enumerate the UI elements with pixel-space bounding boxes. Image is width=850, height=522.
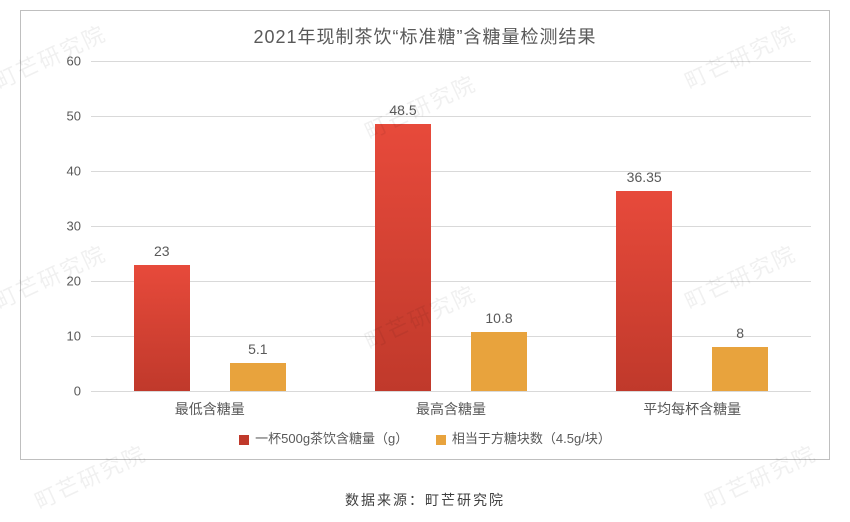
gridline bbox=[91, 171, 811, 172]
gridline bbox=[91, 281, 811, 282]
bar-sugar-g: 36.35 bbox=[616, 191, 672, 391]
bar-sugar-cubes: 10.8 bbox=[471, 332, 527, 391]
bar-sugar-cubes: 8 bbox=[712, 347, 768, 391]
bar-value-label: 5.1 bbox=[248, 341, 267, 357]
y-tick-label: 60 bbox=[67, 54, 81, 69]
x-category-label: 最低含糖量 bbox=[175, 399, 245, 419]
x-category-label: 最高含糖量 bbox=[416, 399, 486, 419]
bar-sugar-g: 23 bbox=[134, 265, 190, 392]
y-tick-label: 40 bbox=[67, 164, 81, 179]
gridline bbox=[91, 391, 811, 392]
chart-title: 2021年现制茶饮“标准糖”含糖量检测结果 bbox=[21, 11, 829, 49]
gridline bbox=[91, 116, 811, 117]
bar-value-label: 36.35 bbox=[627, 169, 662, 185]
bar-value-label: 8 bbox=[736, 325, 744, 341]
bar-value-label: 10.8 bbox=[485, 310, 512, 326]
y-tick-label: 10 bbox=[67, 329, 81, 344]
x-category-label: 平均每杯含糖量 bbox=[643, 399, 741, 419]
bar-sugar-cubes: 5.1 bbox=[230, 363, 286, 391]
y-tick-label: 30 bbox=[67, 219, 81, 234]
source-line: 数据来源：町芒研究院 bbox=[0, 490, 850, 510]
bar-value-label: 48.5 bbox=[389, 102, 416, 118]
legend-swatch-1 bbox=[239, 435, 249, 445]
gridline bbox=[91, 61, 811, 62]
legend-item-1: 一杯500g茶饮含糖量（g） bbox=[239, 428, 408, 447]
bar-value-label: 23 bbox=[154, 243, 170, 259]
plot-area: 0102030405060235.1最低含糖量48.510.8最高含糖量36.3… bbox=[91, 61, 811, 391]
gridline bbox=[91, 336, 811, 337]
legend-swatch-2 bbox=[436, 435, 446, 445]
bar-sugar-g: 48.5 bbox=[375, 124, 431, 391]
y-tick-label: 50 bbox=[67, 109, 81, 124]
chart-container: 2021年现制茶饮“标准糖”含糖量检测结果 0 10 20 30 40 50 60 23 5.1… bbox=[20, 10, 830, 460]
legend-label-2: 相当于方糖块数（4.5g/块） bbox=[452, 431, 611, 446]
legend: 一杯500g茶饮含糖量（g） 相当于方糖块数（4.5g/块） bbox=[21, 428, 829, 447]
legend-item-2: 相当于方糖块数（4.5g/块） bbox=[436, 428, 611, 447]
legend-label-1: 一杯500g茶饮含糖量（g） bbox=[255, 431, 408, 446]
y-tick-label: 0 bbox=[74, 384, 81, 399]
y-tick-label: 20 bbox=[67, 274, 81, 289]
gridline bbox=[91, 226, 811, 227]
